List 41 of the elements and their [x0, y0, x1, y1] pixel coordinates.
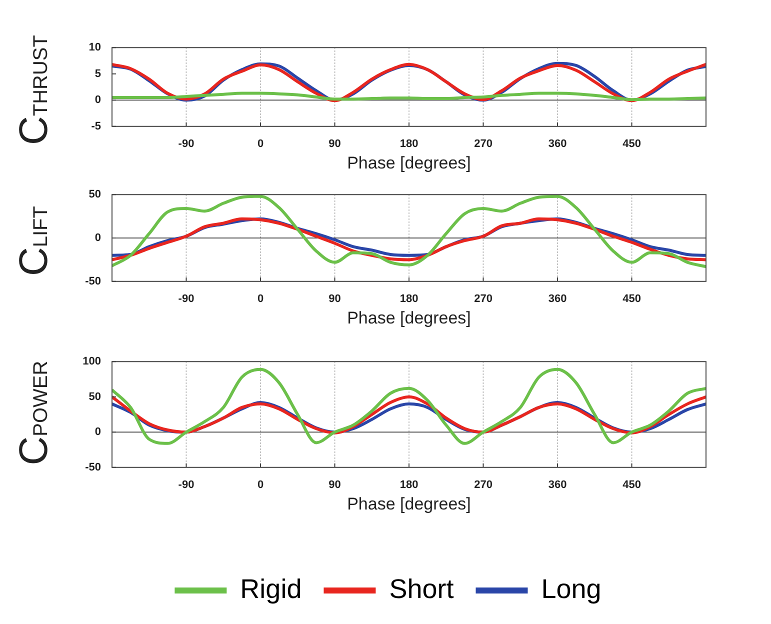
- legend-label: Long: [541, 574, 602, 604]
- y-tick-label: 50: [88, 188, 101, 201]
- x-axis-title: Phase [degrees]: [347, 153, 471, 172]
- x-tick-label: 450: [622, 138, 641, 150]
- x-tick-label: 90: [328, 479, 341, 492]
- x-tick-label: -90: [178, 479, 194, 492]
- x-axis-title: Phase [degrees]: [347, 494, 471, 514]
- x-tick-label: 0: [257, 138, 264, 150]
- x-tick-label: 360: [548, 479, 567, 492]
- x-tick-label: 180: [400, 138, 418, 150]
- x-tick-label: 270: [474, 138, 492, 150]
- x-tick-label: 360: [548, 138, 567, 150]
- y-tick-label: -5: [91, 120, 101, 132]
- x-tick-label: -90: [178, 293, 194, 306]
- y-tick-label: 10: [88, 42, 101, 54]
- x-tick-label: 0: [257, 293, 264, 306]
- y-tick-label: -50: [85, 461, 101, 474]
- x-tick-label: -90: [178, 138, 194, 150]
- x-tick-label: 90: [328, 138, 341, 150]
- x-tick-label: 180: [400, 293, 418, 306]
- line-series: [112, 92, 706, 102]
- legend-label: Short: [389, 574, 454, 604]
- x-tick-label: 180: [400, 479, 418, 492]
- y-tick-label: 50: [88, 390, 101, 403]
- legend-label: Rigid: [240, 574, 302, 604]
- x-tick-label: 270: [474, 479, 492, 492]
- x-tick-label: 450: [622, 293, 641, 306]
- y-tick-label: -50: [85, 275, 101, 288]
- y-tick-label: 0: [94, 94, 101, 106]
- x-axis-title: Phase [degrees]: [347, 308, 471, 328]
- line-series: [112, 368, 706, 445]
- x-tick-label: 0: [257, 479, 264, 492]
- x-tick-label: 270: [474, 293, 492, 306]
- x-tick-label: 360: [548, 293, 567, 306]
- y-tick-label: 0: [94, 426, 101, 438]
- y-tick-label: 5: [94, 68, 101, 80]
- x-tick-label: 450: [622, 479, 641, 492]
- y-tick-label: 0: [94, 232, 101, 244]
- x-tick-label: 90: [328, 293, 341, 306]
- y-tick-label: 100: [82, 356, 101, 368]
- line-series: [112, 194, 706, 268]
